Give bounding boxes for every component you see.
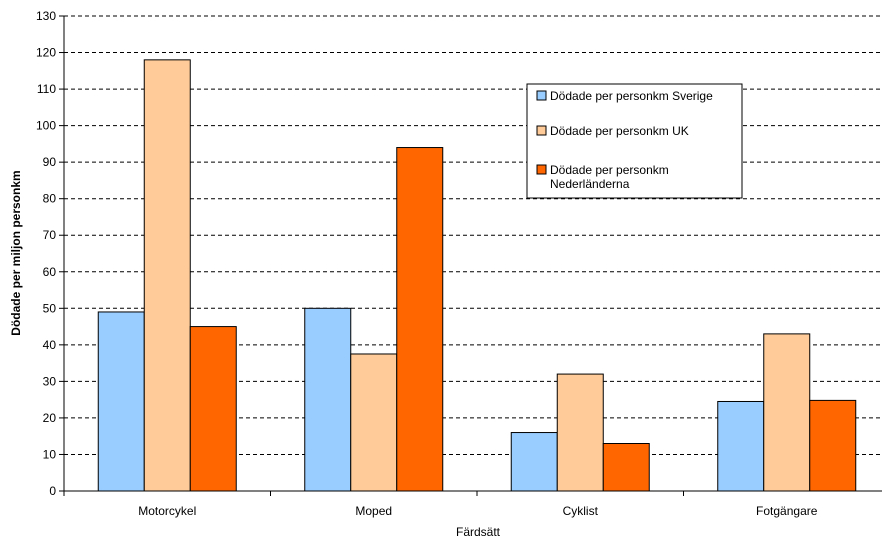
legend-label-line: Nederländerna: [550, 177, 630, 191]
y-tick-label: 20: [43, 411, 57, 425]
x-tick-label: Motorcykel: [138, 504, 196, 518]
y-tick-label: 30: [43, 374, 57, 388]
bar: [556, 373, 604, 492]
bar: [602, 443, 650, 492]
bar: [304, 307, 352, 492]
bar: [396, 147, 444, 492]
y-tick-label: 80: [43, 192, 57, 206]
axes: [59, 15, 882, 496]
y-tick-label: 100: [36, 119, 56, 133]
y-tick-labels: 0 10 20 30 40 50 60 70 80 90 100 110 120 130: [36, 9, 56, 498]
x-tick-label: Moped: [355, 504, 392, 518]
y-tick-label: 70: [43, 228, 57, 242]
y-tick-label: 60: [43, 265, 57, 279]
y-tick-label: 40: [43, 338, 57, 352]
bar: [189, 326, 237, 492]
y-tick-label: 50: [43, 301, 57, 315]
x-tick-label: Cyklist: [563, 504, 599, 518]
bars: [97, 59, 857, 492]
bar: [510, 432, 558, 492]
bar: [717, 400, 765, 492]
legend-label: Dödade per personkm Nederländerna: [550, 163, 669, 191]
legend-label-line: Dödade per personkm: [550, 163, 669, 177]
legend-swatch: [536, 125, 547, 136]
bar: [350, 353, 398, 492]
legend: Dödade per personkm Sverige Dödade per pe…: [526, 83, 743, 199]
y-tick-label: 120: [36, 46, 56, 60]
legend-swatch: [536, 90, 547, 101]
y-tick-label: 90: [43, 155, 57, 169]
x-tick-label: Fotgängare: [756, 504, 818, 518]
legend-box: [526, 83, 743, 199]
y-tick-label: 10: [43, 447, 57, 461]
bar: [143, 59, 191, 492]
bar: [763, 333, 811, 492]
x-tick-labels: Motorcykel Moped Cyklist Fotgängare: [138, 504, 818, 518]
bar: [809, 399, 857, 492]
legend-label: Dödade per personkm Sverige: [550, 89, 713, 103]
y-axis-title: Dödade per miljon personkm: [9, 170, 23, 335]
x-axis-title: Färdsätt: [456, 525, 501, 539]
y-tick-label: 110: [37, 82, 56, 96]
legend-label: Dödade per personkm UK: [550, 124, 689, 138]
y-tick-label: 130: [36, 9, 56, 23]
y-tick-label: 0: [49, 484, 56, 498]
legend-swatch: [536, 164, 547, 175]
bar: [97, 311, 145, 492]
